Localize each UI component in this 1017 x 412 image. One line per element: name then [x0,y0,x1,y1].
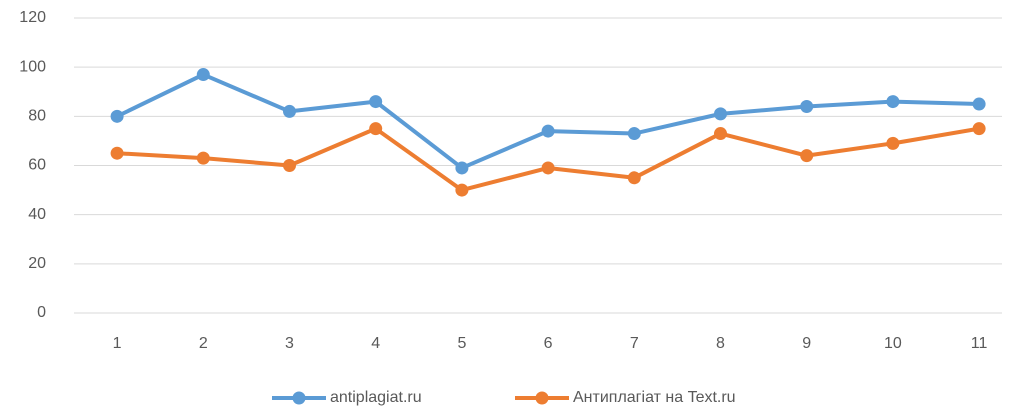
legend-marker [292,391,306,405]
legend-label: antiplagiat.ru [330,389,422,406]
data-point [714,107,727,121]
data-point [972,97,986,111]
y-tick-label: 100 [19,58,46,75]
data-point [283,159,296,172]
x-tick-label: 7 [630,335,639,352]
y-tick-label: 20 [28,255,46,272]
data-point [369,95,383,109]
data-point [110,109,124,123]
data-point [627,127,641,141]
x-tick-label: 11 [971,335,988,352]
y-tick-label: 40 [28,206,46,223]
data-point [196,151,210,165]
y-tick-label: 80 [28,108,46,125]
data-point [196,68,210,82]
data-point [886,136,900,150]
data-point [110,146,124,160]
x-tick-label: 8 [716,335,725,352]
y-tick-label: 120 [19,9,46,26]
data-point [283,104,296,118]
data-point [455,161,469,175]
legend-marker [535,391,549,405]
data-point [800,100,814,113]
data-point [369,122,383,136]
legend-label: Антиплагіат на Text.ru [573,389,736,406]
data-point [972,122,986,136]
x-tick-label: 5 [457,335,466,352]
data-point [627,171,641,185]
y-tick-label: 0 [37,304,46,321]
x-tick-label: 6 [544,335,553,352]
data-point [714,127,727,141]
x-tick-label: 10 [884,335,902,352]
x-tick-label: 3 [285,335,294,352]
data-point [541,124,555,138]
series-line [116,72,980,170]
y-tick-label: 60 [28,157,46,174]
x-tick-label: 4 [371,335,380,352]
data-point [541,161,555,175]
x-tick-label: 2 [199,335,208,352]
data-point [800,149,814,163]
data-point [886,95,900,109]
data-point [455,183,469,197]
series-line [116,126,980,193]
x-tick-label: 1 [113,335,122,352]
x-tick-label: 9 [802,335,811,352]
